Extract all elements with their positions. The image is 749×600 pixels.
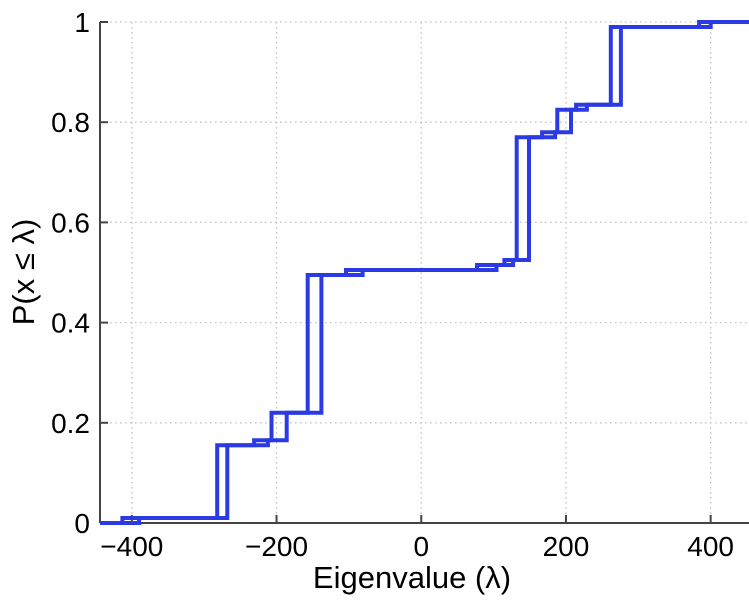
x-tick-label-0: 0 — [413, 531, 429, 562]
y-tick-label-0.2: 0.2 — [51, 408, 90, 439]
x-tick-label-400: 400 — [687, 531, 734, 562]
y-tick-label-1: 1 — [74, 7, 90, 38]
ecdf-curve-leading — [100, 20, 749, 525]
x-tick-label--400: −400 — [100, 531, 163, 562]
y-tick-label-0.4: 0.4 — [51, 308, 90, 339]
y-tick-label-0: 0 — [74, 508, 90, 539]
x-tick-label--200: −200 — [245, 531, 308, 562]
x-axis-label: Eigenvalue (λ) — [312, 560, 512, 595]
y-tick-label-0.8: 0.8 — [51, 107, 90, 138]
y-axis-label: P(x ≤ λ) — [6, 218, 41, 326]
y-tick-label-0.6: 0.6 — [51, 207, 90, 238]
ecdf-curve-lagging — [100, 20, 749, 525]
x-tick-label-200: 200 — [543, 531, 590, 562]
